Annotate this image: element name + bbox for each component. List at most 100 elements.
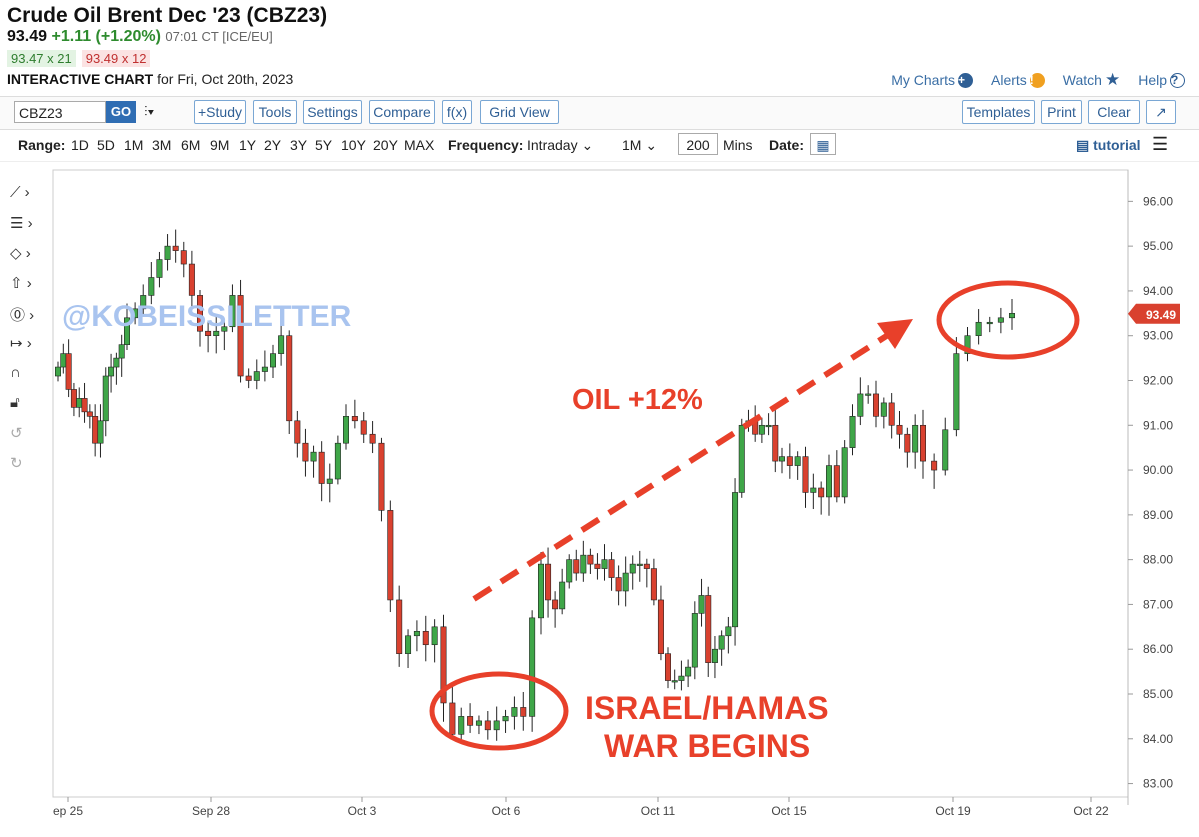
tutorial-link[interactable]: ▤ tutorial (1076, 137, 1141, 154)
my-charts-link[interactable]: My Charts + (891, 72, 973, 88)
help-icon: ? (1170, 72, 1185, 88)
candle-body (705, 595, 712, 663)
fib-tool-icon[interactable]: ☰ › (10, 215, 33, 232)
candle-body (493, 720, 500, 731)
candle-body (396, 599, 403, 654)
range-1d[interactable]: 1D (71, 137, 89, 153)
chevron-down-icon: ⌄ (581, 137, 594, 153)
y-tick-label: 83.00 (1143, 777, 1173, 791)
text-tool-icon[interactable]: ⓪ › (10, 307, 35, 324)
mins-input[interactable]: 200 (678, 133, 718, 155)
x-tick-label: Oct 15 (771, 804, 807, 818)
candle-body (865, 393, 872, 396)
shape-tool-icon[interactable]: ◇ › (10, 245, 31, 262)
oil-annotation: OIL +12% (572, 384, 703, 416)
candle-body (156, 259, 163, 278)
candle-body (615, 577, 622, 592)
candle-body (650, 568, 657, 601)
alert-icon: ! (1029, 72, 1045, 88)
instrument-title: Crude Oil Brent Dec '23 (CBZ23) (7, 4, 328, 27)
grid-view-button[interactable]: Grid View (480, 100, 559, 124)
candle-body (678, 675, 685, 681)
arrow-tool-icon[interactable]: ⇧ › (10, 275, 32, 292)
range-2y[interactable]: 2Y (264, 137, 282, 153)
magnet-icon[interactable]: ∩ (10, 364, 21, 381)
range-9m[interactable]: 9M (210, 137, 230, 153)
last-price: 93.49 (7, 28, 48, 45)
trend-arrow-line (472, 332, 890, 602)
redo-icon[interactable]: ↻ (10, 455, 23, 472)
range-3y[interactable]: 3Y (290, 137, 308, 153)
print-button[interactable]: Print (1041, 100, 1082, 124)
symbol-input[interactable]: CBZ23 (14, 101, 106, 123)
interval-select[interactable]: 1M ⌄ (622, 137, 657, 154)
candle-body (124, 317, 131, 345)
study-button[interactable]: +Study (194, 100, 246, 124)
lock-icon[interactable]: 🔓︎ (10, 394, 20, 411)
go-button[interactable]: GO (106, 101, 136, 123)
range-1m[interactable]: 1M (124, 137, 144, 153)
chart-label: INTERACTIVE CHART (7, 71, 154, 87)
candle-body (172, 245, 179, 251)
watermark: @KOBEISSILETTER (62, 300, 352, 333)
alerts-label: Alerts (991, 72, 1027, 88)
fx-button[interactable]: f(x) (442, 100, 472, 124)
candle-body (537, 563, 544, 619)
line-tool-icon[interactable]: ⟋ › (10, 184, 30, 201)
watch-link[interactable]: Watch ★ (1063, 70, 1120, 90)
candle-body (449, 702, 456, 735)
candle-body (310, 451, 317, 462)
undo-icon[interactable]: ↺ (10, 425, 23, 442)
tools-button[interactable]: Tools (253, 100, 297, 124)
alerts-link[interactable]: Alerts! (991, 72, 1045, 88)
war-annotation-line2: WAR BEGINS (604, 728, 811, 764)
settings-button[interactable]: Settings (303, 100, 362, 124)
range-3m[interactable]: 3M (152, 137, 172, 153)
y-tick-label: 84.00 (1143, 732, 1173, 746)
candle-body (140, 295, 147, 310)
my-charts-label: My Charts (891, 72, 955, 88)
chart-type-icon[interactable]: ⫶▾ (144, 103, 155, 119)
frequency-select[interactable]: Intraday ⌄ (527, 137, 593, 154)
help-link[interactable]: Help? (1138, 72, 1185, 88)
candle-body (810, 487, 817, 493)
calendar-icon[interactable]: ▦ (810, 133, 836, 155)
candle-body (732, 492, 739, 628)
candle-body (849, 416, 856, 448)
range-20y[interactable]: 20Y (373, 137, 398, 153)
candle-body (566, 559, 573, 583)
candle-body (671, 680, 678, 683)
measure-tool-icon[interactable]: ↦ › (10, 335, 32, 352)
candle-body (725, 626, 732, 637)
x-tick-label: Oct 3 (348, 804, 377, 818)
compare-button[interactable]: Compare (369, 100, 435, 124)
range-5d[interactable]: 5D (97, 137, 115, 153)
candle-body (657, 599, 664, 654)
range-1y[interactable]: 1Y (239, 137, 257, 153)
range-max[interactable]: MAX (404, 137, 435, 153)
date-label: Date: (769, 137, 805, 153)
candle-body (786, 456, 793, 466)
x-tick-label: Sep 28 (192, 804, 230, 818)
candle-body (221, 326, 228, 332)
expand-icon[interactable]: ↗ (1146, 100, 1176, 124)
candle-body (205, 330, 212, 337)
candle-body (245, 375, 252, 381)
last-price-tag-label: 93.49 (1146, 308, 1176, 322)
y-tick-label: 96.00 (1143, 194, 1173, 208)
drawing-tools: ⟋ › ☰ › ◇ › ⇧ › ⓪ › ↦ › ∩ 🔓︎ ↺ ↻ (0, 170, 50, 490)
candle-body (253, 371, 260, 381)
chart-area[interactable]: 96.00 95.00 94.00 93.00 92.00 91.00 90.00 89.00… (0, 165, 1199, 832)
range-5y[interactable]: 5Y (315, 137, 333, 153)
y-tick-label: 93.00 (1143, 329, 1173, 343)
quote-line: 93.49 +1.11 (+1.20%) 07:01 CT [ICE/EU] (7, 28, 273, 46)
range-10y[interactable]: 10Y (341, 137, 366, 153)
help-label: Help (1138, 72, 1167, 88)
menu-icon[interactable]: ☰ (1152, 134, 1169, 154)
star-icon: ★ (1104, 70, 1121, 89)
price-chart[interactable]: 96.00 95.00 94.00 93.00 92.00 91.00 90.00 89.00… (0, 165, 1199, 832)
candle-body (65, 353, 72, 390)
clear-button[interactable]: Clear (1088, 100, 1140, 124)
range-6m[interactable]: 6M (181, 137, 201, 153)
templates-button[interactable]: Templates (962, 100, 1035, 124)
